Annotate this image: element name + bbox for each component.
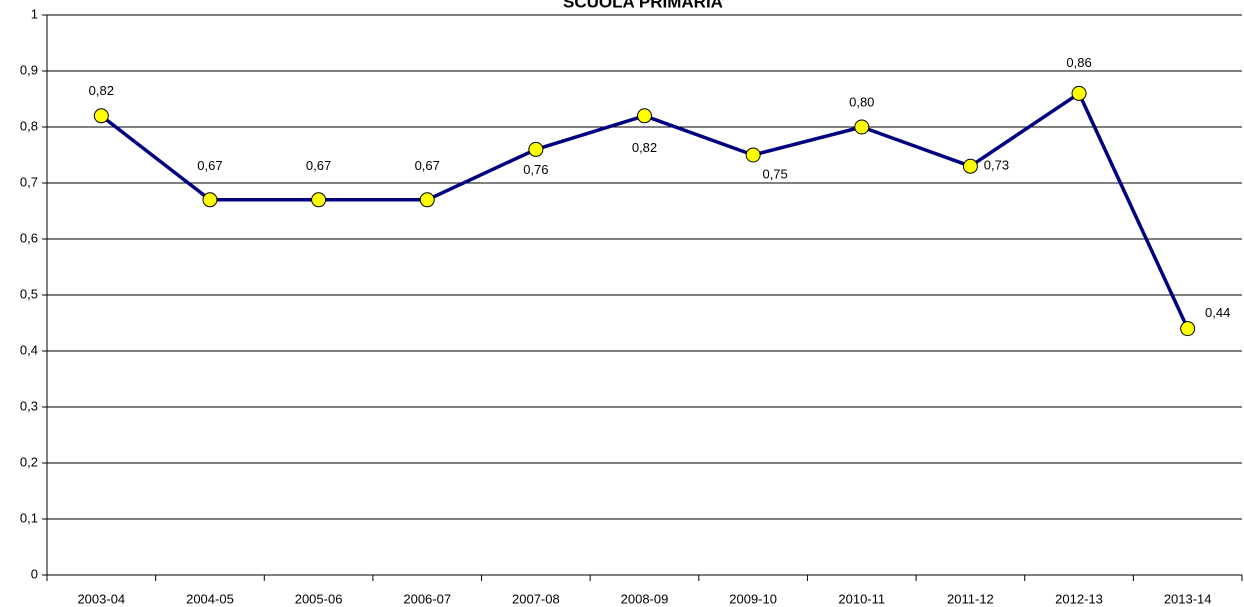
data-label: 0,44 [1205, 305, 1230, 320]
data-label: 0,76 [523, 162, 548, 177]
y-tick-label: 0,2 [20, 454, 38, 469]
data-label: 0,67 [415, 158, 440, 173]
marker [854, 119, 870, 135]
x-tick-label: 2005-06 [295, 591, 343, 606]
line [100, 91, 1190, 330]
x-tick-label: 2004-05 [186, 591, 234, 606]
data-label: 0,80 [849, 94, 874, 109]
marker [962, 158, 978, 174]
y-tick-label: 0 [31, 566, 38, 581]
data-label: 0,67 [306, 158, 331, 173]
y-tick-label: 0,1 [20, 510, 38, 525]
data-label: 0,82 [89, 83, 114, 98]
marker [1180, 321, 1196, 337]
marker [202, 192, 218, 208]
data-label: 0,86 [1066, 55, 1091, 70]
x-tick-label: 2011-12 [947, 591, 994, 606]
data-label: 0,73 [984, 158, 1009, 173]
x-tick-label: 2013-14 [1164, 591, 1212, 606]
data-label: 0,67 [197, 158, 222, 173]
x-tick-label: 2008-09 [621, 591, 669, 606]
marker [419, 192, 435, 208]
y-tick-label: 1 [31, 6, 38, 21]
y-tick-label: 0,6 [20, 230, 38, 245]
marker [637, 108, 652, 124]
x-tick-label: 2006-07 [403, 591, 451, 606]
y-tick-label: 0,5 [20, 286, 38, 301]
x-tick-label: 2012-13 [1055, 591, 1103, 606]
y-tick-label: 0,4 [20, 342, 38, 357]
marker [311, 192, 327, 208]
marker [93, 108, 109, 124]
x-tick-label: 2010-11 [838, 591, 885, 606]
x-tick-label: 2007-08 [512, 591, 560, 606]
y-tick-label: 0,7 [20, 174, 38, 189]
x-tick-label: 2009-10 [729, 591, 777, 606]
marker [528, 141, 544, 157]
y-tick-label: 0,8 [20, 118, 38, 133]
data-label: 0,82 [632, 140, 657, 155]
y-tick-label: 0,3 [20, 398, 38, 413]
data-label: 0,75 [762, 166, 787, 181]
y-tick-label: 0,9 [20, 62, 38, 77]
x-tick-label: 2003-04 [77, 591, 125, 606]
marker [1071, 85, 1087, 101]
marker [745, 147, 761, 163]
chart-title: SCUOLA PRIMARIA [563, 0, 723, 11]
